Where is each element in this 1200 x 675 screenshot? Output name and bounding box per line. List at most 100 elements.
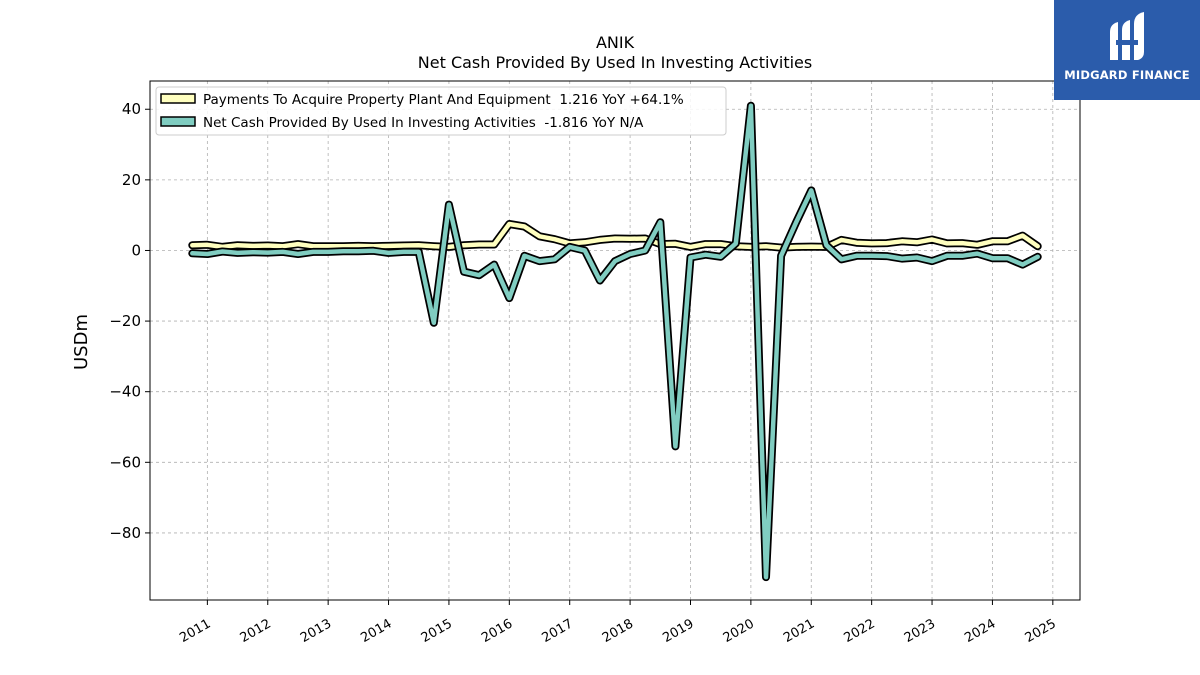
- logo-text: MIDGARD FINANCE: [1064, 68, 1190, 82]
- y-tick-label: −80: [109, 524, 141, 542]
- series-1-point: [901, 258, 902, 259]
- series-0-point: [207, 244, 208, 245]
- y-tick-label: 20: [122, 171, 141, 189]
- series-1-point: [992, 258, 993, 259]
- x-tick-label: 2022: [841, 616, 877, 646]
- x-tick-label: 2017: [540, 616, 576, 646]
- series-0-point: [358, 245, 359, 246]
- series-1-point: [464, 271, 465, 272]
- series-1-point: [524, 255, 525, 256]
- series-1-point: [554, 259, 555, 260]
- series-0-point: [1037, 246, 1038, 247]
- series-1-point: [358, 251, 359, 252]
- series-0-point: [494, 244, 495, 245]
- series-0-point: [222, 246, 223, 247]
- series-0-point: [811, 246, 812, 247]
- series-0-point: [1022, 235, 1023, 236]
- series-0-point: [675, 243, 676, 244]
- legend-swatch-capex: [160, 93, 196, 104]
- series-0-point: [328, 246, 329, 247]
- series-1-point: [750, 105, 751, 106]
- series-0-point: [479, 244, 480, 245]
- series-0-point: [464, 245, 465, 246]
- series-1-point: [509, 298, 510, 299]
- legend-label-capex: Payments To Acquire Property Plant And E…: [203, 92, 684, 108]
- legend: Payments To Acquire Property Plant And E…: [155, 86, 727, 136]
- series-1-point: [1037, 256, 1038, 257]
- x-tick-label: 2012: [238, 616, 274, 646]
- series-1-point: [630, 254, 631, 255]
- y-axis-label: USDm: [71, 314, 92, 370]
- y-tick-label: 0: [131, 241, 141, 259]
- series-0-point: [630, 238, 631, 239]
- series-0-point: [418, 245, 419, 246]
- x-tick-label: 2020: [721, 616, 757, 646]
- series-0-point: [615, 238, 616, 239]
- series-0-point: [932, 239, 933, 240]
- grid-lines: [150, 81, 1080, 600]
- series-1-point: [856, 255, 857, 256]
- y-tick-label: −20: [109, 312, 141, 330]
- series-1-point: [267, 252, 268, 253]
- series-1-point: [494, 264, 495, 265]
- series-0-point: [298, 244, 299, 245]
- series-0-point: [796, 246, 797, 247]
- series-0-point: [192, 245, 193, 246]
- series-0-point: [750, 246, 751, 247]
- series-0-point: [1007, 241, 1008, 242]
- y-axis: 40 20 0 −20 −40 −60 −80: [109, 100, 150, 542]
- y-tick-label: 40: [122, 100, 141, 118]
- series-0-line: [190, 221, 1040, 250]
- series-1-point: [282, 251, 283, 252]
- series-1-point: [584, 250, 585, 251]
- series-1-point: [766, 577, 767, 578]
- series-0-point: [524, 226, 525, 227]
- series-0-point: [705, 244, 706, 245]
- series-1-point: [313, 251, 314, 252]
- series-1-point: [237, 252, 238, 253]
- x-tick-label: 2015: [419, 616, 455, 646]
- series-0-point: [252, 245, 253, 246]
- legend-label-net-investing: Net Cash Provided By Used In Investing A…: [203, 115, 644, 131]
- series-1-point: [826, 245, 827, 246]
- series-1-point: [403, 251, 404, 252]
- series-1-point: [343, 251, 344, 252]
- series-1-point: [433, 322, 434, 323]
- series-1-point: [569, 246, 570, 247]
- series-1-point: [207, 254, 208, 255]
- series-0-point: [886, 243, 887, 244]
- series-1-point: [705, 254, 706, 255]
- series-1-point: [886, 256, 887, 257]
- chart-subtitle: Net Cash Provided By Used In Investing A…: [418, 53, 812, 72]
- series-0-point: [237, 245, 238, 246]
- x-tick-label: 2018: [600, 616, 636, 646]
- plot-frame: [149, 80, 1081, 601]
- series-1-point: [252, 252, 253, 253]
- y-tick-label: −60: [109, 453, 141, 471]
- series-1-point: [781, 255, 782, 256]
- series-1-point: [328, 251, 329, 252]
- series-1-line: [190, 103, 1040, 580]
- x-tick-label: 2024: [962, 616, 998, 646]
- series-0-point: [554, 239, 555, 240]
- series-0-point: [947, 243, 948, 244]
- series-1-point: [796, 222, 797, 223]
- series-1-point: [1022, 264, 1023, 265]
- series-0-point: [584, 242, 585, 243]
- series-1-point: [599, 280, 600, 281]
- series-1-point: [690, 257, 691, 258]
- series-0-point: [343, 246, 344, 247]
- series-0-point: [313, 246, 314, 247]
- series-1-point: [418, 251, 419, 252]
- logo-mark-icon: [1110, 12, 1144, 60]
- series-1-point: [735, 243, 736, 244]
- series-1-point: [841, 259, 842, 260]
- legend-box: [155, 86, 727, 136]
- series-1-point: [373, 250, 374, 251]
- series-0-point: [403, 245, 404, 246]
- x-tick-label: 2014: [358, 616, 394, 646]
- series-1-point: [222, 251, 223, 252]
- chart-title: ANIK: [596, 33, 635, 52]
- series-1-point: [916, 257, 917, 258]
